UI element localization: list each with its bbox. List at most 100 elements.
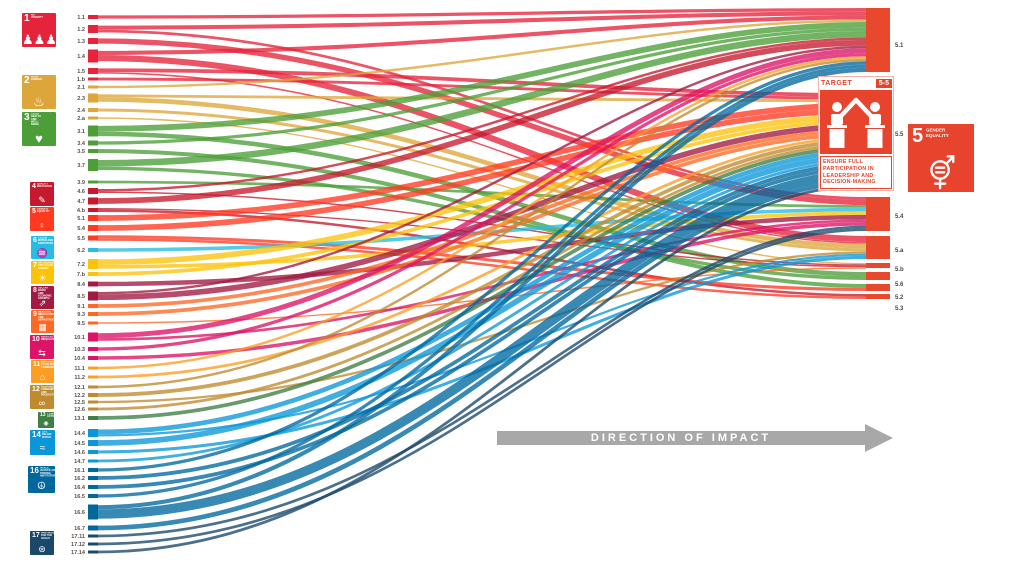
source-node-13.1 xyxy=(88,416,98,420)
source-node-2.a xyxy=(88,116,98,120)
blocks-icon: ▦ xyxy=(38,322,47,332)
sun-icon: ☀ xyxy=(38,273,47,283)
sdg5-gender-equality-tile: 5 GENDER EQUALITY xyxy=(908,124,974,192)
sankey-link-2.4-to-5.a xyxy=(96,108,867,252)
goal-name: ZERO HUNGER xyxy=(30,76,42,82)
source-node-10.4 xyxy=(88,356,98,360)
source-target-label-16.6: 16.6 xyxy=(74,510,85,516)
leadership-podium-pictogram-icon xyxy=(820,90,892,154)
sankey-link-5.1-to-5.5 xyxy=(96,102,867,221)
source-target-label-5.5: 5.5 xyxy=(77,236,85,242)
source-target-label-8.4: 8.4 xyxy=(77,282,86,288)
destination-node-5.2 xyxy=(866,284,890,291)
source-target-label-7.b: 7.b xyxy=(77,272,86,278)
source-target-label-5.4: 5.4 xyxy=(77,226,86,232)
sankey-link-7.2-to-5.5 xyxy=(96,113,867,266)
goal-number: 7 xyxy=(33,262,37,269)
source-node-11.2 xyxy=(88,375,98,379)
destination-target-label-5.3: 5.3 xyxy=(895,306,904,312)
source-target-label-14.7: 14.7 xyxy=(74,459,85,465)
direction-of-impact-arrow: DIRECTION OF IMPACT xyxy=(497,424,893,452)
callout-target-word: TARGET xyxy=(821,80,853,87)
source-node-2.4 xyxy=(88,108,98,112)
goal-number: 5 xyxy=(32,208,36,215)
goal-name: CLEAN WATER AND SANITATION xyxy=(37,237,53,245)
arrow-body: DIRECTION OF IMPACT xyxy=(497,431,865,445)
fish-icon: ≈ xyxy=(39,443,46,454)
source-target-label-2.1: 2.1 xyxy=(77,85,85,91)
source-target-label-9.5: 9.5 xyxy=(77,321,85,327)
sankey-link-1.2-to-5.1 xyxy=(96,11,867,30)
source-target-label-13.1: 13.1 xyxy=(74,416,85,422)
source-node-5.1 xyxy=(88,215,98,221)
goal-number: 12 xyxy=(32,386,40,393)
sankey-link-17.14-to-5.5 xyxy=(96,184,867,554)
source-node-1.1 xyxy=(88,15,98,19)
source-target-label-12.6: 12.6 xyxy=(74,407,85,413)
source-target-label-10.1: 10.1 xyxy=(74,335,85,341)
goal-tile-11: 11SUSTAINABLE CITIES AND COMMUNITIES ⌂ xyxy=(31,360,54,383)
source-node-5.4 xyxy=(88,225,98,231)
globe-network-icon: ⊛ xyxy=(38,544,46,554)
source-target-label-11.1: 11.1 xyxy=(74,366,85,372)
source-target-label-10.3: 10.3 xyxy=(74,347,85,353)
source-node-7.b xyxy=(88,272,98,276)
sankey-link-3.1-to-5.1 xyxy=(96,21,867,132)
sankey-link-1.1-to-5.1 xyxy=(96,8,867,19)
source-target-label-17.12: 17.12 xyxy=(71,542,85,548)
source-node-16.7 xyxy=(88,525,98,531)
source-node-12.1 xyxy=(88,385,98,389)
source-target-label-14.6: 14.6 xyxy=(74,450,85,456)
goal-number: 1 xyxy=(24,13,30,24)
source-target-label-3.7: 3.7 xyxy=(77,163,85,169)
source-target-label-11.2: 11.2 xyxy=(74,375,85,381)
sankey-link-11.2-to-5.5 xyxy=(96,136,867,379)
buildings-icon: ⌂ xyxy=(39,372,46,382)
goal-tile-5: 5 GENDER EQUALITY ♀ xyxy=(30,207,54,231)
sankey-link-16.7-to-5.5 xyxy=(96,179,867,531)
source-node-12.2 xyxy=(88,393,98,397)
goal-number: 8 xyxy=(33,287,37,294)
sdg5-name: GENDER EQUALITY xyxy=(926,128,949,139)
source-node-17.14 xyxy=(88,550,98,554)
source-target-label-1.2: 1.2 xyxy=(77,27,85,33)
sankey-link-7.b-to-5.5 xyxy=(96,119,867,276)
source-target-label-7.2: 7.2 xyxy=(77,262,85,268)
source-target-label-3.9: 3.9 xyxy=(77,180,85,186)
source-node-3.5 xyxy=(88,149,98,153)
sankey-link-3.1-to-5.6 xyxy=(96,131,867,277)
source-target-label-14.5: 14.5 xyxy=(74,441,85,447)
goal-name: PARTNERSHIPS FOR THE GOALS xyxy=(40,532,54,540)
source-node-7.2 xyxy=(88,259,98,269)
goal-number: 11 xyxy=(33,361,41,368)
source-target-label-10.4: 10.4 xyxy=(74,356,86,362)
source-target-label-3.4: 3.4 xyxy=(77,141,86,147)
source-target-label-2.4: 2.4 xyxy=(77,108,86,114)
source-node-3.9 xyxy=(88,180,98,184)
source-node-1.2 xyxy=(88,25,98,33)
target-5-5-callout: TARGET 5-5 ENSURE FULL PARTICIPAT xyxy=(818,76,894,191)
sankey-link-3.4-to-5.1 xyxy=(96,27,867,145)
goal-name: GOOD HEALTH AND WELL-BEING xyxy=(30,113,41,127)
source-target-label-5.1: 5.1 xyxy=(77,216,85,222)
bowl-icon: ♨ xyxy=(33,94,45,109)
source-node-12.6 xyxy=(88,407,98,411)
source-node-16.5 xyxy=(88,494,98,498)
source-node-6.2 xyxy=(88,248,98,252)
source-node-9.1 xyxy=(88,304,98,308)
goal-number: 6 xyxy=(33,237,37,244)
goal-name: AFFORDABLE AND CLEAN ENERGY xyxy=(37,262,54,270)
goal-name: INDUSTRY, INNOVATION AND INFRASTRUCTURE xyxy=(37,311,54,322)
source-node-1.b xyxy=(88,77,98,81)
sankey-link-4.7-to-5.1 xyxy=(96,40,867,204)
source-node-9.5 xyxy=(88,321,98,325)
source-target-label-12.5: 12.5 xyxy=(74,400,85,406)
goal-tile-4: 4 QUALITY EDUCATION ✎ xyxy=(30,182,54,206)
source-node-8.4 xyxy=(88,281,98,287)
sankey-link-16.6-to-5.1 xyxy=(96,67,867,510)
goal-name: QUALITY EDUCATION xyxy=(36,183,52,189)
source-target-label-1.5: 1.5 xyxy=(77,69,85,75)
goal-tile-12: 12RESPONSIBLE CONSUMPTION AND PRODUCTION… xyxy=(30,385,54,409)
source-target-label-16.1: 16.1 xyxy=(74,468,85,474)
